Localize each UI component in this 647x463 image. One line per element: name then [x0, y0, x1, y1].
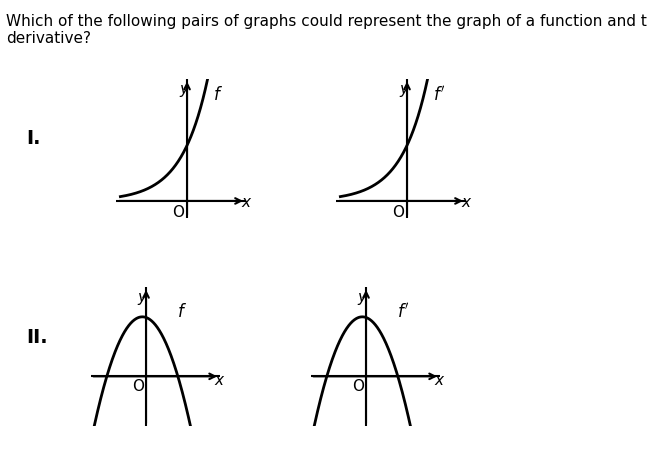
Text: y: y [180, 82, 189, 97]
Text: y: y [138, 290, 147, 305]
Text: x: x [214, 373, 223, 388]
Text: x: x [241, 195, 250, 210]
Text: II.: II. [26, 328, 47, 348]
Text: O: O [132, 379, 144, 394]
Text: y: y [400, 82, 409, 97]
Text: $f'$: $f'$ [397, 302, 410, 321]
Text: O: O [352, 379, 364, 394]
Text: $f$: $f$ [212, 87, 223, 104]
Text: x: x [434, 373, 443, 388]
Text: y: y [358, 290, 367, 305]
Text: O: O [172, 205, 184, 219]
Text: I.: I. [26, 129, 40, 149]
Text: O: O [392, 205, 404, 219]
Text: x: x [461, 195, 470, 210]
Text: $f'$: $f'$ [432, 86, 444, 105]
Text: $f$: $f$ [177, 303, 188, 321]
Text: Which of the following pairs of graphs could represent the graph of a function a: Which of the following pairs of graphs c… [6, 14, 647, 46]
